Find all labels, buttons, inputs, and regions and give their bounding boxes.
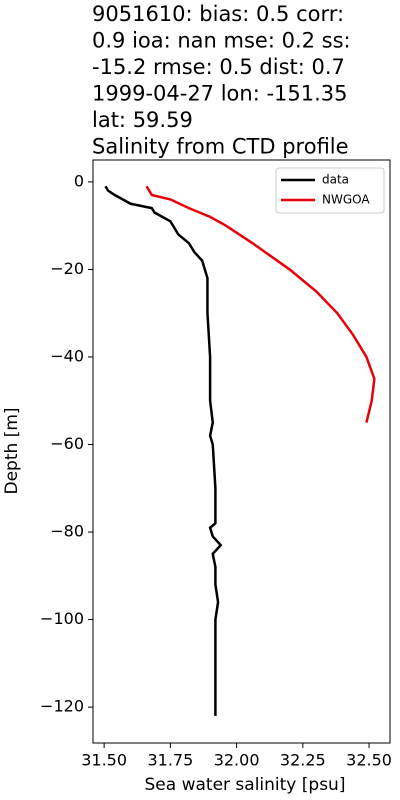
x-tick-label: 32.50	[346, 751, 392, 770]
legend-label: data	[322, 173, 349, 187]
chart-title: lat: 59.59	[92, 108, 193, 132]
chart-title: Salinity from CTD profile	[92, 135, 349, 159]
x-tick-label: 32.25	[280, 751, 326, 770]
chart-title: 0.9 ioa: nan mse: 0.2 ss:	[92, 29, 351, 53]
x-tick-label: 32.00	[214, 751, 260, 770]
axes-frame	[92, 159, 391, 744]
y-tick-label: −60	[50, 434, 84, 453]
y-axis-label: Depth [m]	[2, 407, 22, 494]
x-axis-label: Sea water salinity [psu]	[145, 775, 346, 795]
x-tick-label: 31.75	[147, 751, 193, 770]
chart-title: -15.2 rmse: 0.5 dist: 0.7	[92, 55, 345, 79]
line	[104, 185, 223, 716]
legend-label: NWGOA	[322, 193, 370, 207]
chart-title: 9051610: bias: 0.5 corr:	[92, 2, 344, 26]
line	[145, 185, 376, 423]
y-tick-label: −80	[50, 522, 84, 541]
y-tick-label: −120	[40, 697, 84, 716]
y-tick-label: −40	[50, 346, 84, 365]
y-tick-label: −100	[40, 609, 84, 628]
x-tick-label: 31.50	[81, 751, 127, 770]
y-tick-label: −20	[50, 259, 84, 278]
chart-title: 1999-04-27 lon: -151.35	[92, 82, 348, 106]
y-tick-label: 0	[74, 171, 84, 190]
